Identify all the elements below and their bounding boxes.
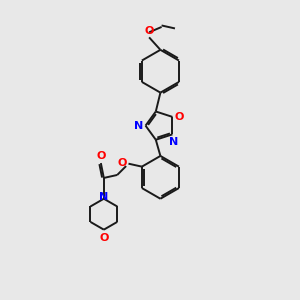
Text: O: O — [175, 112, 184, 122]
Text: N: N — [134, 121, 143, 130]
Text: N: N — [169, 137, 178, 147]
Text: O: O — [96, 151, 106, 161]
Text: O: O — [117, 158, 126, 168]
Text: N: N — [99, 192, 109, 202]
Text: O: O — [99, 232, 109, 243]
Text: O: O — [144, 26, 154, 36]
